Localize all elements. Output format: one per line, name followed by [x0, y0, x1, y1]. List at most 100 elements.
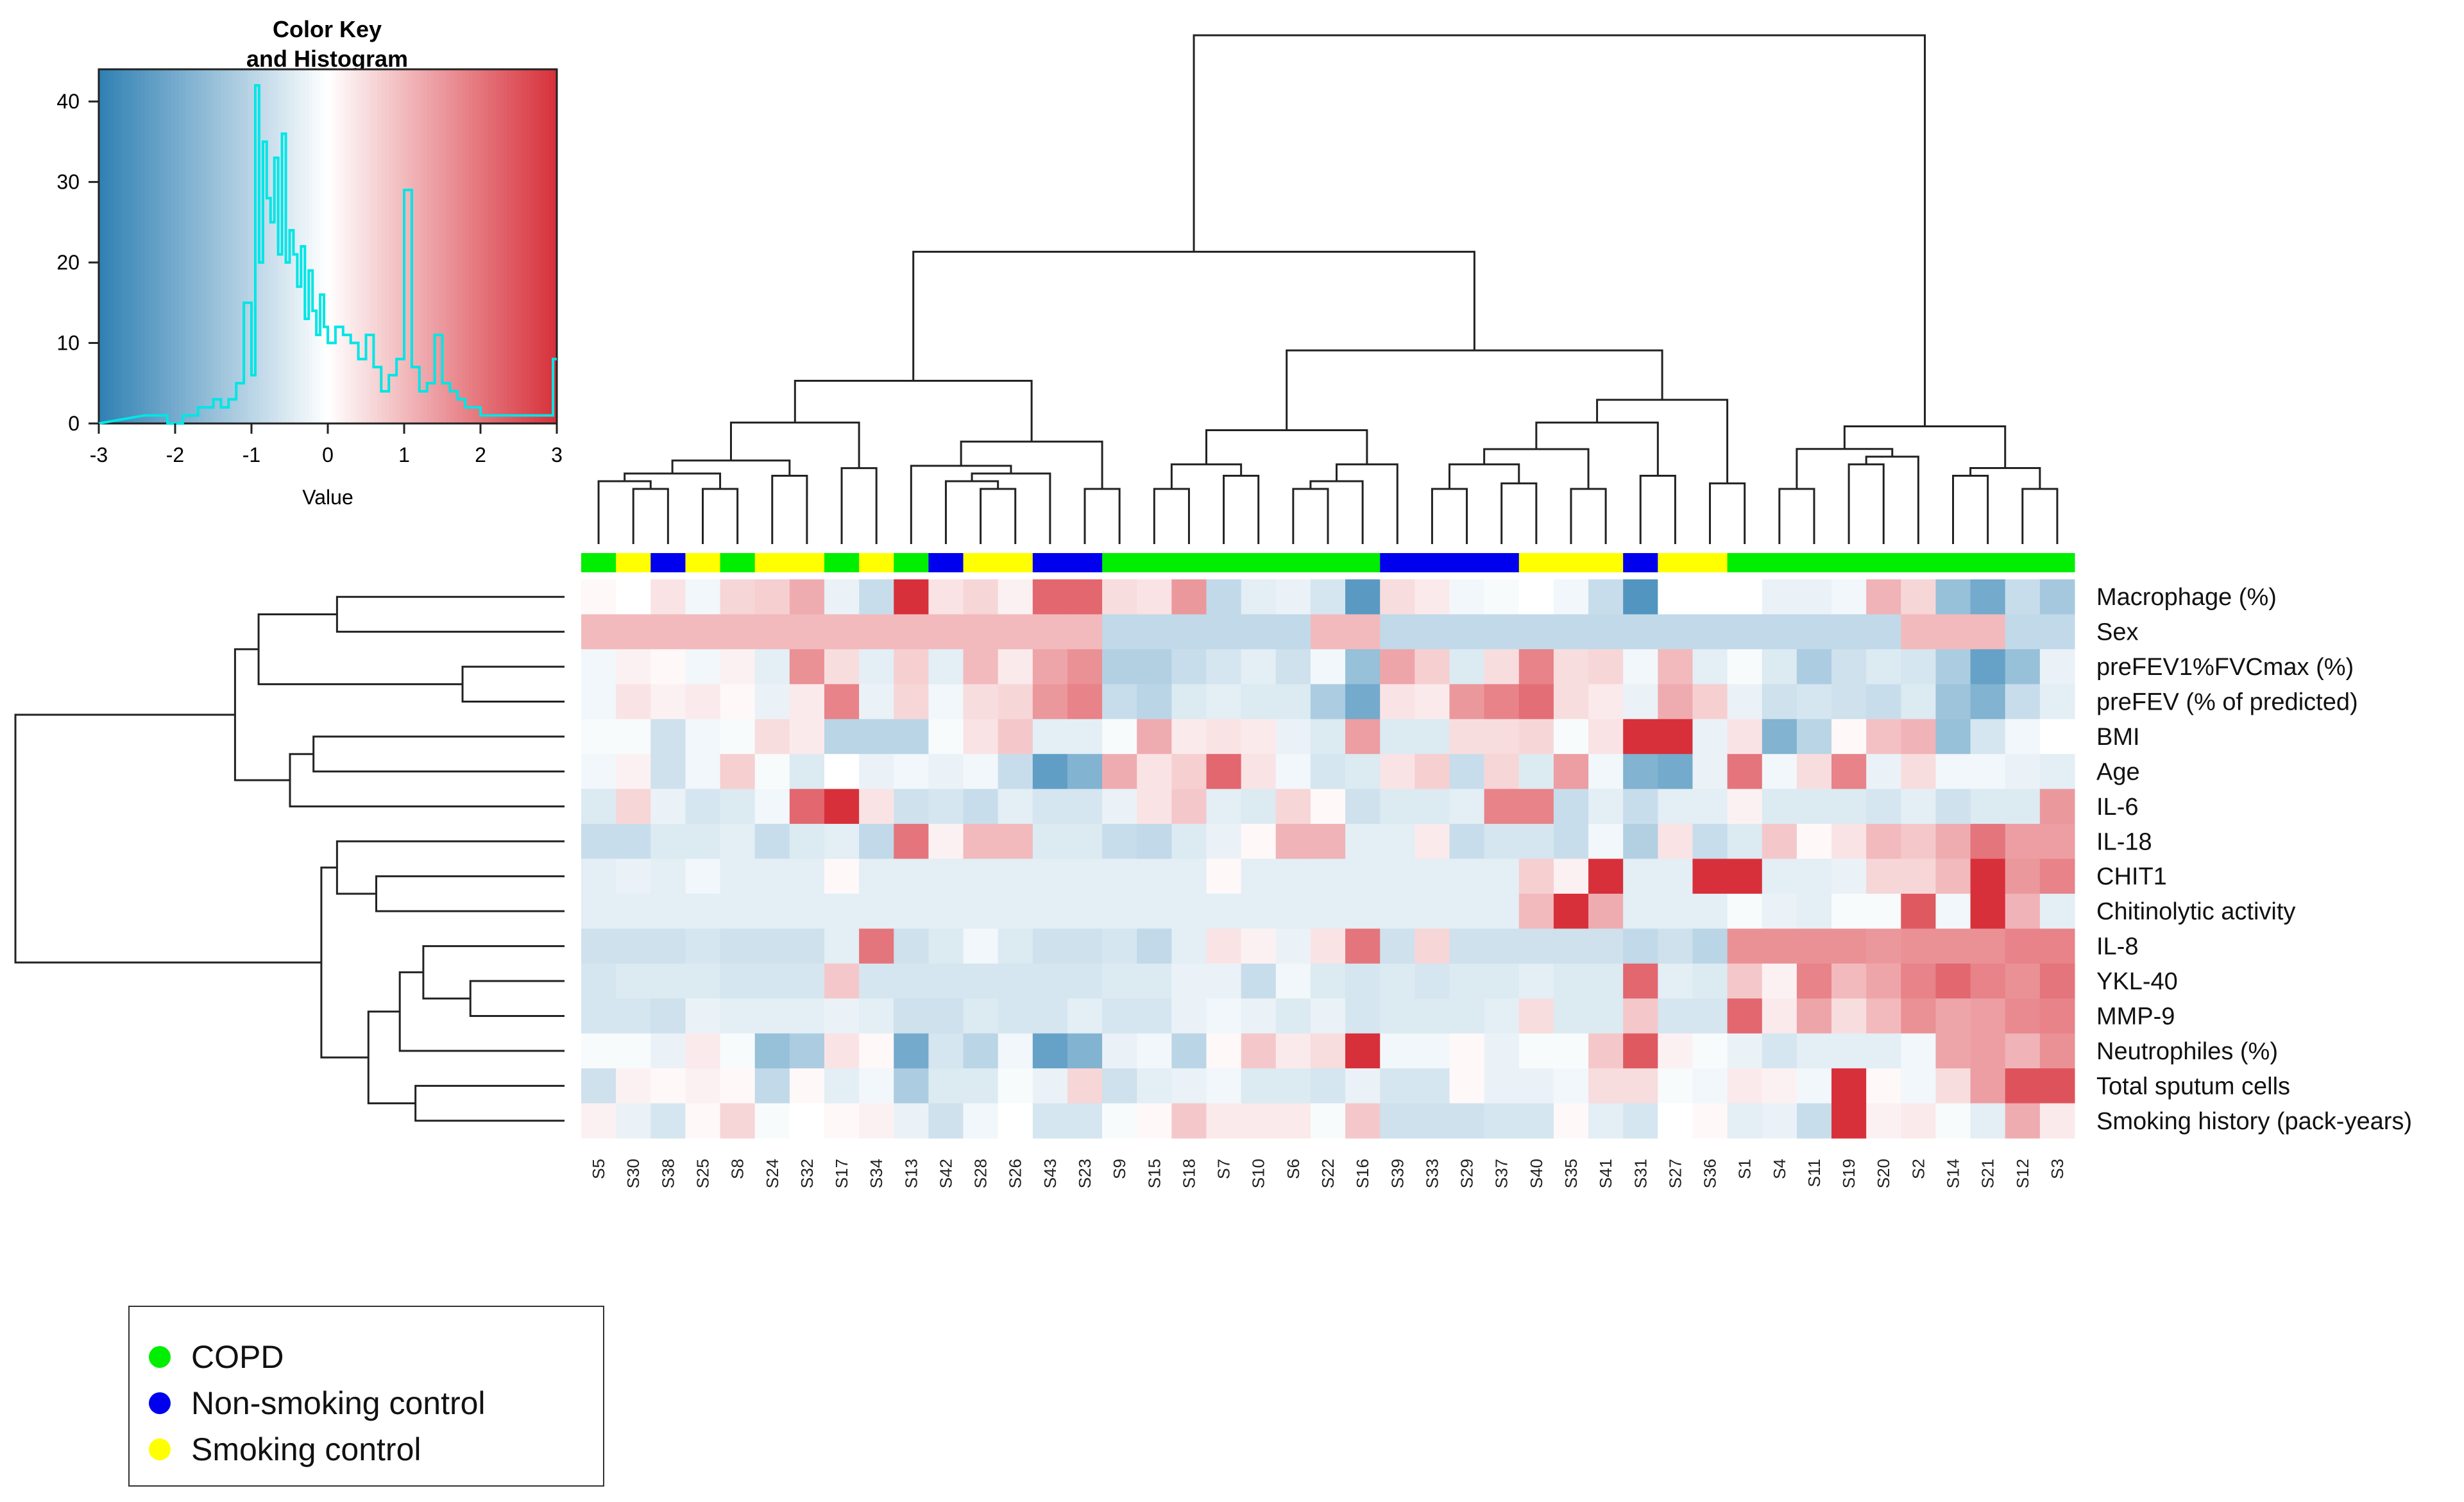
- heatmap-cell: [1171, 579, 1207, 615]
- heatmap-cell: [1935, 1033, 1971, 1069]
- color-key-strip: [217, 69, 221, 423]
- column-label: S20: [1874, 1159, 1893, 1188]
- heatmap-cell: [1762, 1103, 1797, 1139]
- dendrogram-branch: [414, 1084, 565, 1122]
- heatmap-cell: [1518, 963, 1554, 999]
- heatmap-cell: [1275, 858, 1311, 894]
- row-label: Age: [2096, 758, 2140, 785]
- heatmap-cell: [1241, 1068, 1277, 1104]
- heatmap-cell: [1901, 1103, 1936, 1139]
- heatmap-cell: [1588, 1103, 1624, 1139]
- heatmap-cell: [581, 579, 616, 615]
- dendrogram-branch: [971, 472, 1051, 497]
- dendrogram-branch: [1500, 482, 1538, 497]
- heatmap-cell: [1831, 893, 1867, 929]
- heatmap-cell: [928, 893, 964, 929]
- heatmap-cell: [720, 1103, 756, 1139]
- heatmap-cell: [963, 684, 999, 720]
- color-key-strip: [182, 69, 187, 423]
- heatmap-cell: [1658, 963, 1693, 999]
- heatmap-cell: [581, 684, 616, 720]
- heatmap-cell: [1241, 614, 1277, 650]
- column-label: S30: [624, 1159, 643, 1188]
- color-key-strip: [538, 69, 542, 423]
- heatmap-cell: [1171, 893, 1207, 929]
- color-key-strip: [454, 69, 458, 423]
- heatmap-cell: [1658, 649, 1693, 685]
- color-key-strip: [144, 69, 149, 423]
- heatmap-cell: [1449, 824, 1485, 859]
- color-key-strip: [503, 69, 508, 423]
- heatmap-cell: [1588, 579, 1624, 615]
- heatmap-cell: [1762, 719, 1797, 755]
- heatmap-cell: [1380, 579, 1415, 615]
- column-label: S9: [1110, 1159, 1129, 1179]
- heatmap-cell: [1380, 928, 1415, 964]
- heatmap-cell: [928, 579, 964, 615]
- column-label: S1: [1735, 1159, 1755, 1179]
- heatmap-cell: [1692, 754, 1728, 790]
- color-key-strip: [140, 69, 145, 423]
- heatmap-cell: [1623, 579, 1658, 615]
- column-label: S12: [2013, 1159, 2032, 1188]
- heatmap-cell: [1692, 928, 1728, 964]
- color-key-strip: [156, 69, 160, 423]
- heatmap-cell: [1588, 1068, 1624, 1104]
- heatmap-cell: [1935, 789, 1971, 824]
- heatmap-cell: [1623, 998, 1658, 1034]
- heatmap-cell: [1518, 719, 1554, 755]
- heatmap-cell: [894, 824, 929, 859]
- heatmap-cell: [998, 893, 1033, 929]
- group-bar-cell: [963, 553, 999, 572]
- heatmap-cell: [1727, 998, 1763, 1034]
- heatmap-cell: [1206, 649, 1242, 685]
- row-dendrogram: [14, 595, 565, 1122]
- heatmap-cell: [1588, 963, 1624, 999]
- y-tick-label: 40: [56, 90, 80, 113]
- group-bar-cell: [581, 553, 616, 572]
- heatmap-cell: [1970, 1103, 2006, 1139]
- heatmap-cell: [859, 649, 894, 685]
- heatmap-cell: [754, 684, 790, 720]
- heatmap-cell: [1484, 754, 1520, 790]
- column-label: S13: [901, 1159, 921, 1188]
- heatmap-cell: [1866, 754, 1901, 790]
- heatmap-cell: [1067, 754, 1103, 790]
- heatmap-cell: [685, 1033, 721, 1069]
- heatmap-cell: [1588, 858, 1624, 894]
- row-label: IL-18: [2096, 828, 2152, 855]
- heatmap-cell: [1484, 789, 1520, 824]
- color-key-strip: [251, 69, 256, 423]
- heatmap-cell: [754, 1103, 790, 1139]
- color-key-strip: [133, 69, 138, 423]
- heatmap-cell: [1901, 719, 1936, 755]
- heatmap-cell: [1831, 719, 1867, 755]
- heatmap-cell: [1518, 614, 1554, 650]
- heatmap-cell: [685, 928, 721, 964]
- heatmap-cell: [2039, 789, 2075, 824]
- heatmap-cell: [1970, 754, 2006, 790]
- heatmap-cell: [824, 684, 860, 720]
- heatmap-cell: [2039, 684, 2075, 720]
- legend-label-smoking: Smoking control: [191, 1431, 421, 1467]
- heatmap-cell: [1796, 963, 1832, 999]
- heatmap-cell: [2005, 893, 2041, 929]
- heatmap-cell: [1970, 1068, 2006, 1104]
- column-label: S14: [1944, 1159, 1963, 1188]
- heatmap-cell: [1241, 858, 1277, 894]
- group-bar-cell: [1518, 553, 1554, 572]
- heatmap-cell: [1831, 579, 1867, 615]
- heatmap-cell: [1935, 684, 1971, 720]
- heatmap-cell: [789, 649, 825, 685]
- color-key-strip: [194, 69, 199, 423]
- heatmap-cell: [581, 789, 616, 824]
- heatmap-cell: [1206, 719, 1242, 755]
- dendrogram-branch: [1448, 463, 1520, 489]
- heatmap-cell: [1102, 1103, 1137, 1139]
- color-key-strip: [221, 69, 225, 423]
- color-key-strip: [427, 69, 432, 423]
- heatmap-cell: [789, 963, 825, 999]
- dendrogram-branch: [1286, 349, 1663, 431]
- color-key-strip: [201, 69, 207, 423]
